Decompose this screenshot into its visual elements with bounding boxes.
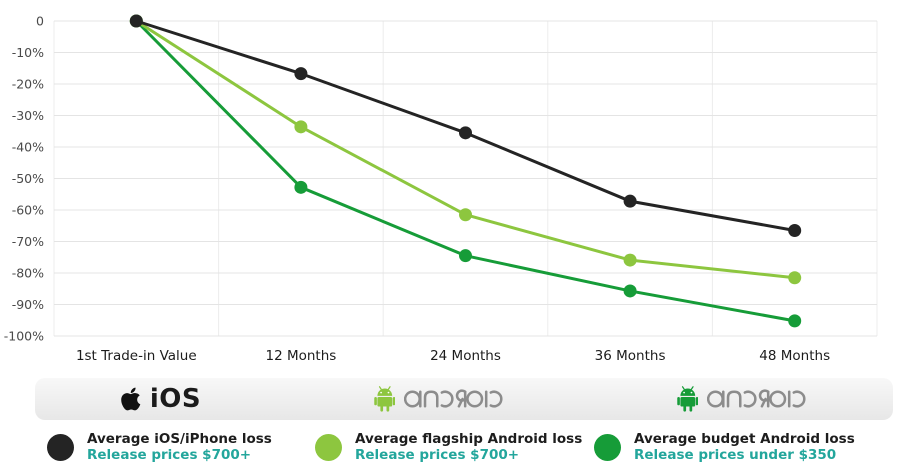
android-robot-icon xyxy=(676,385,698,412)
android-wordmark xyxy=(404,389,504,408)
data-point xyxy=(459,126,472,140)
data-point xyxy=(788,271,802,285)
y-axis-tick-label: 0 xyxy=(36,14,44,29)
legend-entry-flagship-android: Average flagship Android loss Release pr… xyxy=(315,431,582,463)
android-robot-icon xyxy=(374,385,396,412)
data-point xyxy=(788,223,802,237)
data-point xyxy=(129,14,143,28)
legend-entry-ios: Average iOS/iPhone loss Release prices $… xyxy=(47,431,272,463)
ios-series-marker xyxy=(47,433,74,461)
legend-title: Average iOS/iPhone loss xyxy=(87,431,272,447)
x-axis-tick-label: 48 Months xyxy=(759,348,830,364)
legend-subtitle: Release prices $700+ xyxy=(87,447,252,463)
platform-android-budget xyxy=(676,385,807,413)
y-axis-tick-label: -20% xyxy=(12,77,44,92)
series-line xyxy=(135,19,795,280)
data-point xyxy=(294,180,308,194)
x-axis-tick-label: 1st Trade-in Value xyxy=(76,348,197,364)
platform-bar: iOS xyxy=(35,378,893,420)
x-axis-tick-label: 24 Months xyxy=(430,348,501,364)
data-point xyxy=(459,249,472,263)
data-point xyxy=(623,253,637,267)
y-axis-tick-label: -40% xyxy=(12,140,44,155)
y-axis-tick-label: -100% xyxy=(4,329,44,344)
android-wordmark xyxy=(707,389,806,408)
legend-subtitle: Release prices $700+ xyxy=(355,447,520,463)
apple-logo-icon xyxy=(121,387,141,411)
y-axis-tick-label: -10% xyxy=(12,45,44,60)
y-axis-tick-label: -90% xyxy=(12,297,44,312)
y-axis-tick-label: -50% xyxy=(12,171,44,186)
x-axis-tick-label: 36 Months xyxy=(595,348,666,364)
legend-entry-budget-android: Average budget Android loss Release pric… xyxy=(594,431,855,463)
depreciation-line-chart: 0 -10% -20% -30% -40% -50% -60% -70% -80% -90% -10… xyxy=(4,14,878,364)
data-point xyxy=(623,194,637,208)
data-point xyxy=(788,314,802,328)
legend-title: Average budget Android loss xyxy=(634,431,855,447)
data-point xyxy=(459,208,472,222)
y-axis-tick-label: -30% xyxy=(12,108,44,123)
data-point xyxy=(623,284,637,298)
data-point xyxy=(294,67,308,81)
y-axis-tick-label: -70% xyxy=(12,234,44,249)
budget-android-series-marker xyxy=(594,433,621,461)
series-line xyxy=(135,19,795,323)
y-axis-tick-label: -60% xyxy=(12,203,44,218)
platform-ios: iOS xyxy=(121,386,201,412)
legend-title: Average flagship Android loss xyxy=(355,431,583,447)
flagship-android-series-marker xyxy=(315,433,342,461)
data-point xyxy=(294,120,308,134)
x-axis-tick-label: 12 Months xyxy=(265,348,336,364)
ios-platform-label: iOS xyxy=(149,384,202,414)
platform-android-flagship xyxy=(374,385,504,413)
y-axis-tick-label: -80% xyxy=(12,266,44,281)
legend-subtitle: Release prices under $350 xyxy=(634,447,837,463)
